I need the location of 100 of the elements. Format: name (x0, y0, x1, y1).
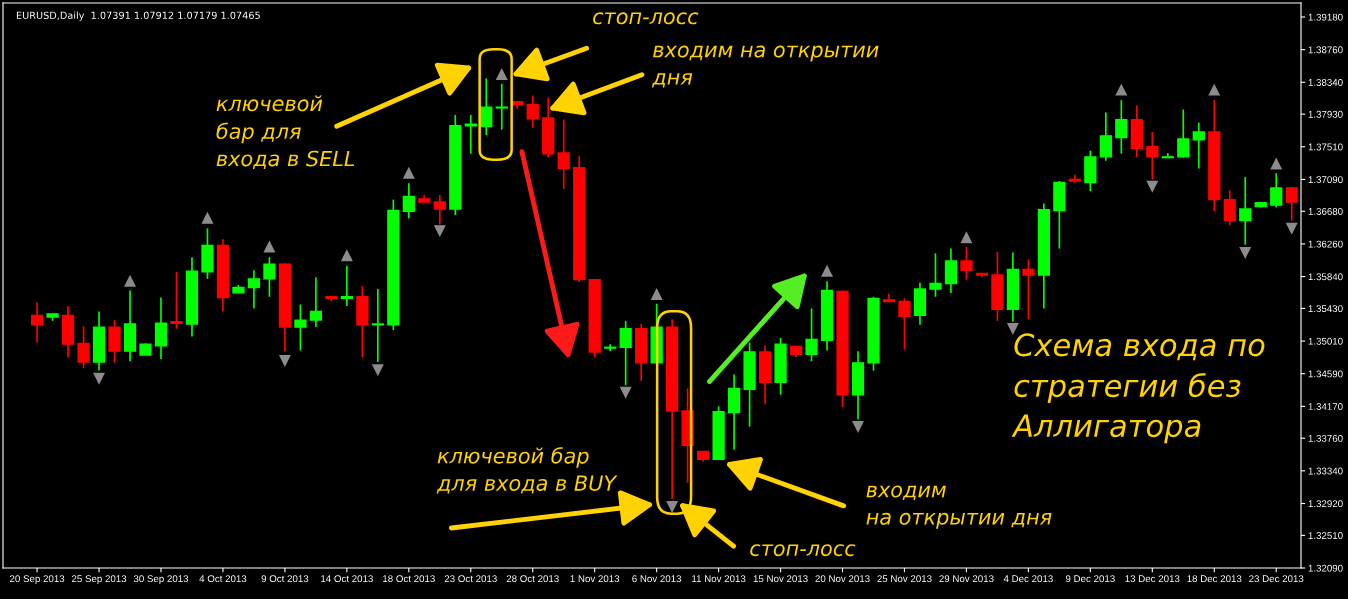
x-tick-label: 29 Nov 2013 (939, 575, 994, 583)
candlestick (247, 269, 261, 310)
candlestick (1270, 172, 1283, 209)
point (434, 225, 446, 237)
x-tick-label: 25 Nov 2013 (877, 575, 932, 583)
y-tick-label: 1.35010 (1308, 337, 1343, 345)
candlestick (1177, 108, 1190, 159)
point (496, 68, 508, 81)
point (1146, 180, 1158, 192)
annotation: ключевой бар для входа в BUY (436, 447, 618, 494)
x-tick-label: 23 Dec 2013 (1249, 575, 1304, 583)
point (852, 420, 864, 433)
x-tick-label: 18 Dec 2013 (1187, 575, 1242, 583)
candlestick (1285, 186, 1298, 222)
candlestick (340, 264, 353, 307)
x-tick-label: 15 Nov 2013 (753, 575, 808, 583)
candlestick (30, 301, 44, 344)
point (1286, 222, 1298, 234)
candlestick (154, 296, 168, 360)
x-tick-label: 28 Oct 2013 (506, 575, 559, 583)
candlestick (170, 271, 183, 330)
x-tick-label: 13 Dec 2013 (1125, 575, 1180, 583)
x-tick-label: 9 Oct 2013 (261, 575, 309, 583)
text: EURUSD,Daily 1.07391 1.07912 1.07179 1.07465 (16, 11, 260, 21)
y-tick-label: 1.39180 (1308, 13, 1343, 21)
point (1208, 84, 1220, 96)
point (1007, 323, 1019, 335)
annotation: входим на открытии дня (866, 485, 1052, 529)
candlestick (495, 82, 508, 131)
candlestick (619, 320, 632, 387)
y-tick-label: 1.37510 (1308, 143, 1343, 151)
y-tick-label: 1.35430 (1308, 305, 1343, 313)
y-tick-label: 1.35840 (1308, 273, 1343, 281)
annotation: Схема входа по стратегии без Аллигатора (1011, 333, 1265, 444)
y-tick-label: 1.34590 (1308, 370, 1343, 378)
x-tick-label: 9 Dec 2013 (1065, 575, 1115, 583)
candlestick (1223, 189, 1236, 227)
y-tick-label: 1.32090 (1308, 564, 1343, 572)
y-tick-label: 1.34170 (1308, 403, 1343, 410)
y-tick-label: 1.33760 (1308, 434, 1343, 442)
x-tick-label: 11 Nov 2013 (692, 575, 746, 583)
candlestick (480, 77, 493, 136)
y-tick-label: 1.38760 (1308, 46, 1343, 54)
x-tick-label: 20 Nov 2013 (815, 575, 870, 583)
candlestick (77, 325, 90, 370)
point (960, 232, 972, 244)
candlestick (371, 288, 384, 363)
candlestick (1146, 131, 1159, 181)
point (1270, 158, 1282, 170)
y-tick-label: 1.37090 (1308, 176, 1343, 184)
annotation: стоп-лосс (750, 544, 856, 557)
point (93, 372, 105, 384)
x-tick-label: 14 Oct 2013 (321, 575, 373, 583)
y-tick-label: 1.32510 (1308, 532, 1343, 539)
x-tick-label: 23 Oct 2013 (444, 575, 497, 583)
point (201, 212, 214, 224)
candlestick (309, 276, 322, 328)
candlestick (1192, 121, 1205, 170)
x-tick-label: 25 Sep 2013 (71, 575, 127, 585)
y-tick-label: 1.37930 (1308, 110, 1343, 118)
point (821, 265, 833, 277)
candlestick (1239, 176, 1252, 246)
candlestick (1115, 99, 1128, 155)
candlestick (433, 194, 446, 226)
point (263, 241, 275, 253)
x-tick-label: 30 Sep 2013 (133, 575, 189, 585)
candlestick (960, 246, 973, 281)
candlestick (526, 94, 539, 129)
x-tick-label: 4 Dec 2013 (1003, 575, 1053, 583)
candlestick (805, 307, 818, 363)
candlestick (898, 297, 911, 351)
point (651, 288, 663, 300)
point (1115, 84, 1127, 96)
point (279, 354, 291, 367)
y-tick-label: 1.32920 (1308, 500, 1343, 508)
candlestick (1022, 258, 1035, 321)
candlestick (944, 247, 958, 294)
candlestick (557, 118, 570, 190)
candlestick (263, 256, 276, 298)
y-tick-label: 1.36680 (1308, 208, 1343, 215)
x-tick-label: 18 Oct 2013 (383, 575, 435, 583)
candlestick (929, 252, 942, 298)
candlestick (294, 303, 307, 352)
point (372, 364, 384, 376)
point (666, 501, 678, 513)
annotation: входим на открытии дня (651, 45, 879, 88)
x-tick-label: 4 Oct 2013 (199, 575, 247, 583)
y-tick-label: 1.33340 (1308, 467, 1343, 475)
x-tick-label: 1 Nov 2013 (570, 575, 620, 583)
point (1239, 246, 1251, 259)
annotation: ключевой бар для входа в SELL (216, 95, 355, 169)
point (620, 386, 632, 398)
x-tick-label: 20 Sep 2013 (10, 575, 65, 585)
y-tick-label: 1.36260 (1308, 240, 1343, 248)
point (124, 275, 136, 287)
candlestick (402, 182, 415, 220)
y-tick-label: 1.38340 (1308, 79, 1343, 86)
point (341, 250, 353, 262)
annotation: стоп-лосс (593, 12, 699, 25)
x-tick-label: 6 Nov 2013 (632, 575, 682, 583)
